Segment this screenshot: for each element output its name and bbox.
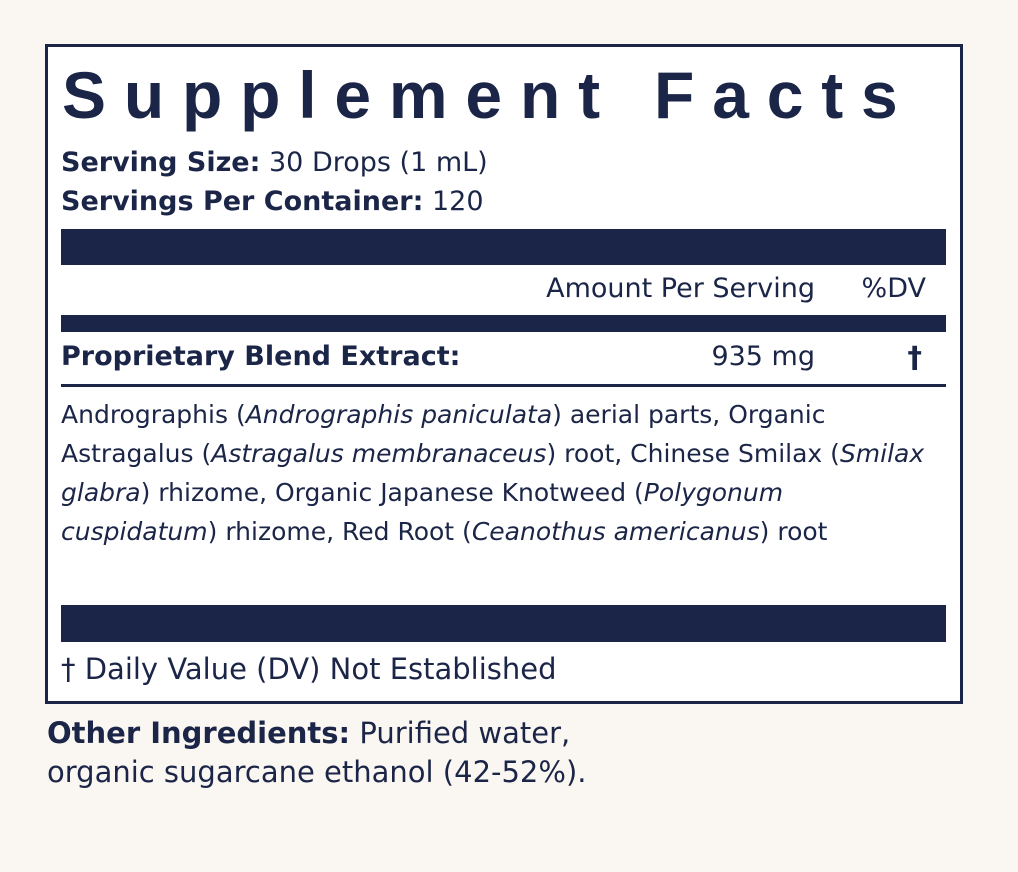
divider-bar (61, 229, 946, 265)
other-ingredients: Other Ingredients: Purified water, organ… (47, 714, 687, 792)
common-name: Andrographis ( (61, 400, 246, 429)
label: Serving Size: (61, 147, 261, 178)
value: 30 Drops (1 mL) (269, 147, 488, 178)
latin-name: Astragalus membranaceus (211, 439, 547, 468)
facts-panel: Supplement Facts Serving Size: 30 Drops … (45, 44, 963, 704)
plant-part: ) rhizome, (140, 478, 268, 507)
plant-part: ) root (759, 517, 828, 546)
ingredient: Organic Astragalus (Astragalus membranac… (61, 400, 825, 468)
ingredient: Chinese Smilax (Smilax glabra) rhizome, (61, 439, 924, 507)
ingredient: Andrographis (Andrographis paniculata) a… (61, 400, 720, 429)
divider-line (61, 384, 946, 387)
label: Other Ingredients: (47, 716, 351, 750)
blend-name: Proprietary Blend Extract: (61, 341, 461, 372)
blend-dv: † (907, 340, 923, 374)
latin-name: Polygonum cuspidatum (61, 478, 784, 546)
title: Supplement Facts (62, 58, 916, 132)
common-name: Organic Japanese Knotweed ( (275, 478, 644, 507)
ingredient: Red Root (Ceanothus americanus) root (342, 517, 827, 546)
blend-amount: 935 mg (711, 341, 815, 372)
common-name: Red Root ( (342, 517, 472, 546)
common-name: Organic Astragalus ( (61, 400, 826, 468)
dv-header: %DV (861, 273, 926, 304)
ingredient: Organic Japanese Knotweed (Polygonum cus… (61, 478, 783, 546)
value: 120 (431, 186, 484, 217)
latin-name: Ceanothus americanus (471, 517, 760, 546)
amount-header: Amount Per Serving (546, 273, 815, 304)
divider-bar (61, 605, 946, 642)
plant-part: ) root, (546, 439, 623, 468)
label: Servings Per Container: (61, 186, 424, 217)
plant-part: ) rhizome, (207, 517, 335, 546)
ingredient-list: Andrographis (Andrographis paniculata) a… (61, 395, 941, 551)
servings-per-container: Servings Per Container: 120 (61, 184, 484, 220)
common-name: Chinese Smilax ( (630, 439, 840, 468)
footnote: † Daily Value (DV) Not Established (61, 652, 557, 686)
serving-size: Serving Size: 30 Drops (1 mL) (61, 145, 488, 181)
divider-bar (61, 315, 946, 332)
latin-name: Andrographis paniculata (245, 400, 553, 429)
latin-name: Smilax glabra (61, 439, 925, 507)
plant-part: ) aerial parts, (552, 400, 721, 429)
value: Purified water, organic sugarcane ethano… (47, 716, 587, 789)
